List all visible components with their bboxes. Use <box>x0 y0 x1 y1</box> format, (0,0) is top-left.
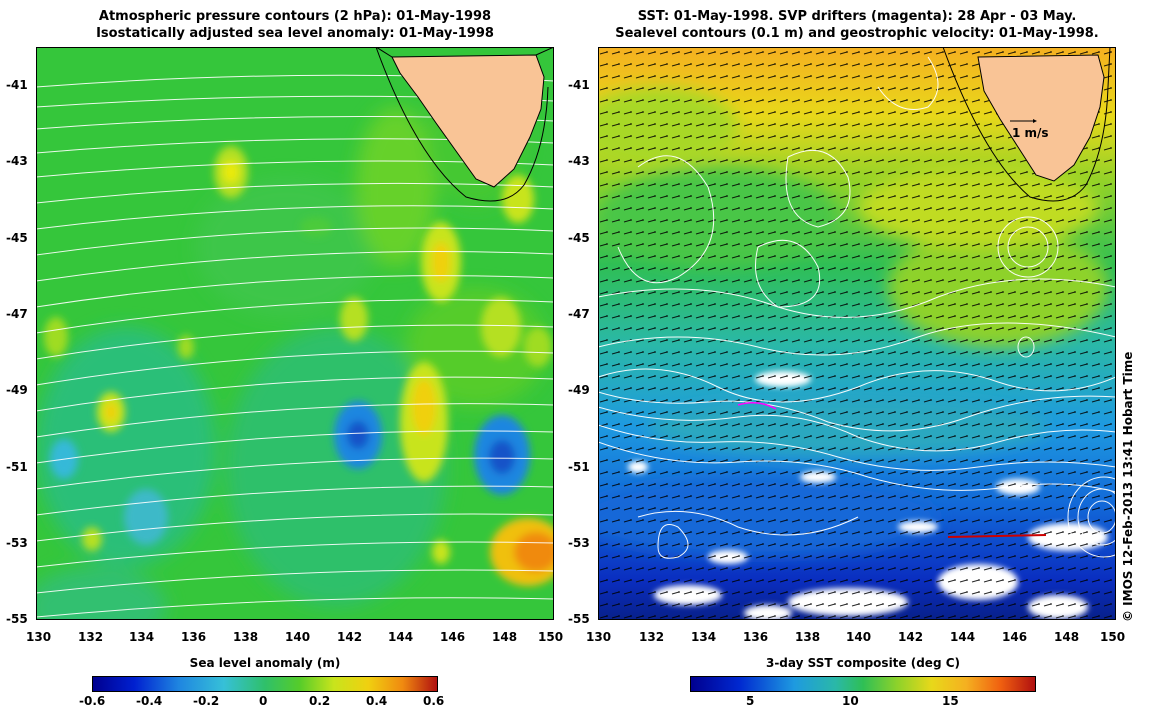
left-y-tick: -51 <box>6 460 28 474</box>
left-y-tick: -41 <box>6 78 28 92</box>
left-x-tick: 146 <box>440 630 466 644</box>
right-y-tick: -45 <box>568 231 590 245</box>
right-x-tick: 140 <box>846 630 872 644</box>
right-x-tick: 138 <box>795 630 821 644</box>
left-x-tick: 150 <box>538 630 564 644</box>
left-x-tick: 138 <box>233 630 259 644</box>
left-x-tick: 144 <box>388 630 414 644</box>
right-cb-tick: 5 <box>746 694 755 708</box>
right-x-tick: 146 <box>1002 630 1028 644</box>
sea-level-colorbar <box>92 676 438 692</box>
drifter-track-red <box>947 534 1047 538</box>
left-y-tick: -55 <box>6 612 28 626</box>
right-title-line1: SST: 01-May-1998. SVP drifters (magenta)… <box>637 9 1077 24</box>
right-y-tick: -47 <box>568 307 590 321</box>
left-title-line1: Atmospheric pressure contours (2 hPa): 0… <box>98 9 492 24</box>
right-y-tick: -51 <box>568 460 590 474</box>
right-y-tick: -55 <box>568 612 590 626</box>
left-y-tick: -53 <box>6 536 28 550</box>
left-y-tick: -45 <box>6 231 28 245</box>
left-x-tick: 136 <box>181 630 207 644</box>
left-cb-tick: 0.6 <box>423 694 445 708</box>
right-panel-title: SST: 01-May-1998. SVP drifters (magenta)… <box>598 8 1116 42</box>
right-x-tick: 142 <box>898 630 924 644</box>
drifter-track-magenta <box>737 402 777 410</box>
left-cb-tick: 0.2 <box>309 694 331 708</box>
left-cb-tick: -0.6 <box>79 694 106 708</box>
tasmania-land <box>391 54 545 188</box>
right-x-tick: 150 <box>1100 630 1126 644</box>
tasmania-land <box>977 54 1105 182</box>
right-colorbar-label: 3-day SST composite (deg C) <box>765 656 961 670</box>
left-y-tick: -43 <box>6 154 28 168</box>
sst-map <box>598 47 1116 620</box>
left-cb-tick: 0 <box>259 694 268 708</box>
left-x-tick: 134 <box>129 630 155 644</box>
left-panel-title: Atmospheric pressure contours (2 hPa): 0… <box>36 8 554 42</box>
right-title-line2: Sealevel contours (0.1 m) and geostrophi… <box>615 26 1099 41</box>
right-x-tick: 144 <box>950 630 976 644</box>
left-title-line2: Isostatically adjusted sea level anomaly… <box>96 26 494 41</box>
right-y-tick: -41 <box>568 78 590 92</box>
left-x-tick: 130 <box>26 630 52 644</box>
right-x-tick: 130 <box>586 630 612 644</box>
left-x-tick: 148 <box>492 630 518 644</box>
left-y-tick: -49 <box>6 383 28 397</box>
left-x-tick: 132 <box>78 630 104 644</box>
sea-level-anomaly-map <box>36 47 554 620</box>
right-x-tick: 134 <box>691 630 717 644</box>
left-cb-tick: -0.2 <box>193 694 220 708</box>
right-y-tick: -43 <box>568 154 590 168</box>
right-x-tick: 136 <box>743 630 769 644</box>
scale-label: 1 m/s <box>1012 126 1049 140</box>
left-x-tick: 140 <box>285 630 311 644</box>
right-cb-tick: 10 <box>842 694 859 708</box>
left-colorbar-label: Sea level anomaly (m) <box>189 656 341 670</box>
left-y-tick: -47 <box>6 307 28 321</box>
right-cb-tick: 15 <box>942 694 959 708</box>
right-y-tick: -49 <box>568 383 590 397</box>
right-x-tick: 148 <box>1054 630 1080 644</box>
right-y-tick: -53 <box>568 536 590 550</box>
left-cb-tick: -0.4 <box>136 694 163 708</box>
imos-credit: © IMOS 12-Feb-2013 13:41 Hobart Time <box>1121 351 1135 622</box>
sst-colorbar <box>690 676 1036 692</box>
right-x-tick: 132 <box>639 630 665 644</box>
left-cb-tick: 0.4 <box>366 694 388 708</box>
left-x-tick: 142 <box>337 630 363 644</box>
